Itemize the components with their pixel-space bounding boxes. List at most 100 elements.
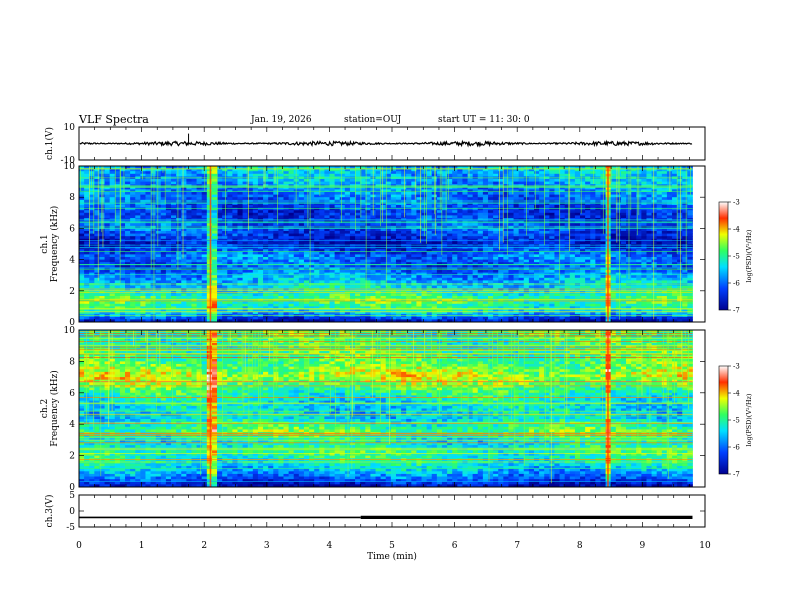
spectrogram-cell	[94, 166, 100, 169]
spectrogram-cell	[247, 192, 254, 195]
spectrogram-cell	[84, 231, 90, 234]
spectrogram-cell	[656, 264, 663, 268]
spectrogram-cell	[176, 236, 182, 240]
spectrogram-cell	[252, 257, 259, 260]
spectrogram-cell	[539, 186, 545, 190]
spectrogram-cell	[278, 171, 284, 175]
spectrogram-cell	[344, 264, 351, 268]
spectrogram-cell	[160, 210, 167, 214]
spectrogram-cell	[329, 257, 336, 260]
spectrogram-cell	[375, 168, 382, 172]
spectrogram-cell	[125, 210, 131, 214]
spectrogram-cell	[94, 241, 100, 245]
spectrogram-cell	[631, 251, 637, 255]
spectrogram-cell	[293, 210, 300, 214]
spectrogram-cell	[84, 254, 90, 258]
spectrogram-cell	[431, 223, 438, 227]
spectrogram-cell	[206, 166, 213, 169]
spectrogram-cell	[196, 181, 203, 185]
spectrogram-cell	[503, 166, 509, 169]
spectrogram-cell	[283, 181, 289, 185]
spectrogram-cell	[360, 197, 366, 201]
spectrogram-cell	[165, 223, 172, 227]
spectrogram-cell	[482, 241, 489, 245]
spectrogram-cell	[503, 236, 509, 240]
spectrogram-cell	[181, 173, 187, 177]
spectrogram-cell	[493, 205, 499, 208]
spectrogram-cell	[191, 207, 197, 211]
spectrogram-cell	[94, 173, 100, 177]
spectrogram-cell	[462, 181, 468, 185]
spectrogram-cell	[242, 202, 249, 206]
spectrogram-cell	[94, 210, 100, 214]
spectrogram-cell	[447, 202, 453, 206]
spectrogram-cell	[211, 270, 218, 273]
spectrogram-cell	[217, 251, 223, 255]
spectrogram-cell	[155, 171, 162, 175]
spectrogram-cell	[252, 236, 259, 240]
spectrogram-cell	[677, 192, 683, 195]
spectrogram-cell	[237, 257, 243, 260]
spectrogram-cell	[293, 246, 300, 250]
spectrogram-cell	[293, 251, 300, 255]
spectrogram-cell	[518, 168, 525, 172]
spectrogram-cell	[334, 197, 341, 201]
spectrogram-cell	[406, 171, 412, 175]
spectrogram-cell	[211, 171, 218, 175]
spectrogram-cell	[130, 181, 136, 185]
spectrogram-cell	[487, 197, 494, 201]
spectrogram-cell	[329, 223, 336, 227]
spectrogram-cell	[426, 166, 433, 169]
spectrogram-cell	[380, 254, 387, 258]
spectrogram-cell	[457, 192, 463, 195]
spectrogram-cell	[574, 241, 581, 245]
spectrogram-cell	[329, 194, 336, 198]
spectrogram-cell	[370, 254, 376, 258]
spectrogram-cell	[125, 270, 131, 273]
spectrogram-cell	[319, 257, 325, 260]
y-tick-label: -10	[61, 156, 76, 166]
spectrogram-cell	[125, 257, 131, 260]
spectrogram-cell	[615, 249, 622, 253]
spectrogram-cell	[324, 205, 330, 208]
spectrogram-cell	[242, 194, 249, 198]
spectrogram-cell	[114, 254, 121, 258]
spectrogram-cell	[130, 205, 136, 208]
spectrogram-cell	[329, 241, 336, 245]
spectrogram-cell	[201, 254, 208, 258]
spectrogram-cell	[247, 259, 254, 263]
spectrogram-cell	[165, 215, 172, 219]
spectrogram-cell	[125, 231, 131, 234]
spectrogram-cell	[339, 171, 346, 175]
spectrogram-cell	[206, 171, 213, 175]
spectrogram-cell	[319, 179, 325, 182]
spectrogram-cell	[140, 212, 146, 216]
spectrogram-cell	[687, 194, 693, 198]
spectrogram-cell	[564, 202, 571, 206]
spectrogram-cell	[109, 249, 116, 253]
spectrogram-cell	[114, 202, 121, 206]
spectrogram-cell	[539, 181, 545, 185]
spectrogram-cell	[656, 212, 663, 216]
spectrogram-cell	[334, 194, 341, 198]
spectrogram-cell	[160, 249, 167, 253]
spectrogram-cell	[344, 254, 351, 258]
spectrogram-cell	[125, 254, 131, 258]
spectrogram-cell	[314, 210, 320, 214]
spectrogram-cell	[125, 236, 131, 240]
spectrogram-cell	[574, 233, 581, 237]
spectrogram-cell	[682, 181, 688, 185]
spectrogram-cell	[569, 254, 576, 258]
spectrogram-cell	[314, 257, 320, 260]
spectrogram-cell	[84, 257, 90, 260]
spectrogram-cell	[237, 181, 243, 185]
spectrogram-cell	[411, 231, 417, 234]
spectrogram-cell	[140, 254, 146, 258]
spectrogram-cell	[99, 207, 105, 211]
spectrogram-cell	[651, 215, 658, 219]
spectrogram-cell	[436, 202, 443, 206]
spectrogram-cell	[462, 197, 468, 201]
spectrogram-cell	[457, 197, 463, 201]
spectrogram-cell	[334, 223, 341, 227]
spectrogram-cell	[528, 270, 535, 273]
